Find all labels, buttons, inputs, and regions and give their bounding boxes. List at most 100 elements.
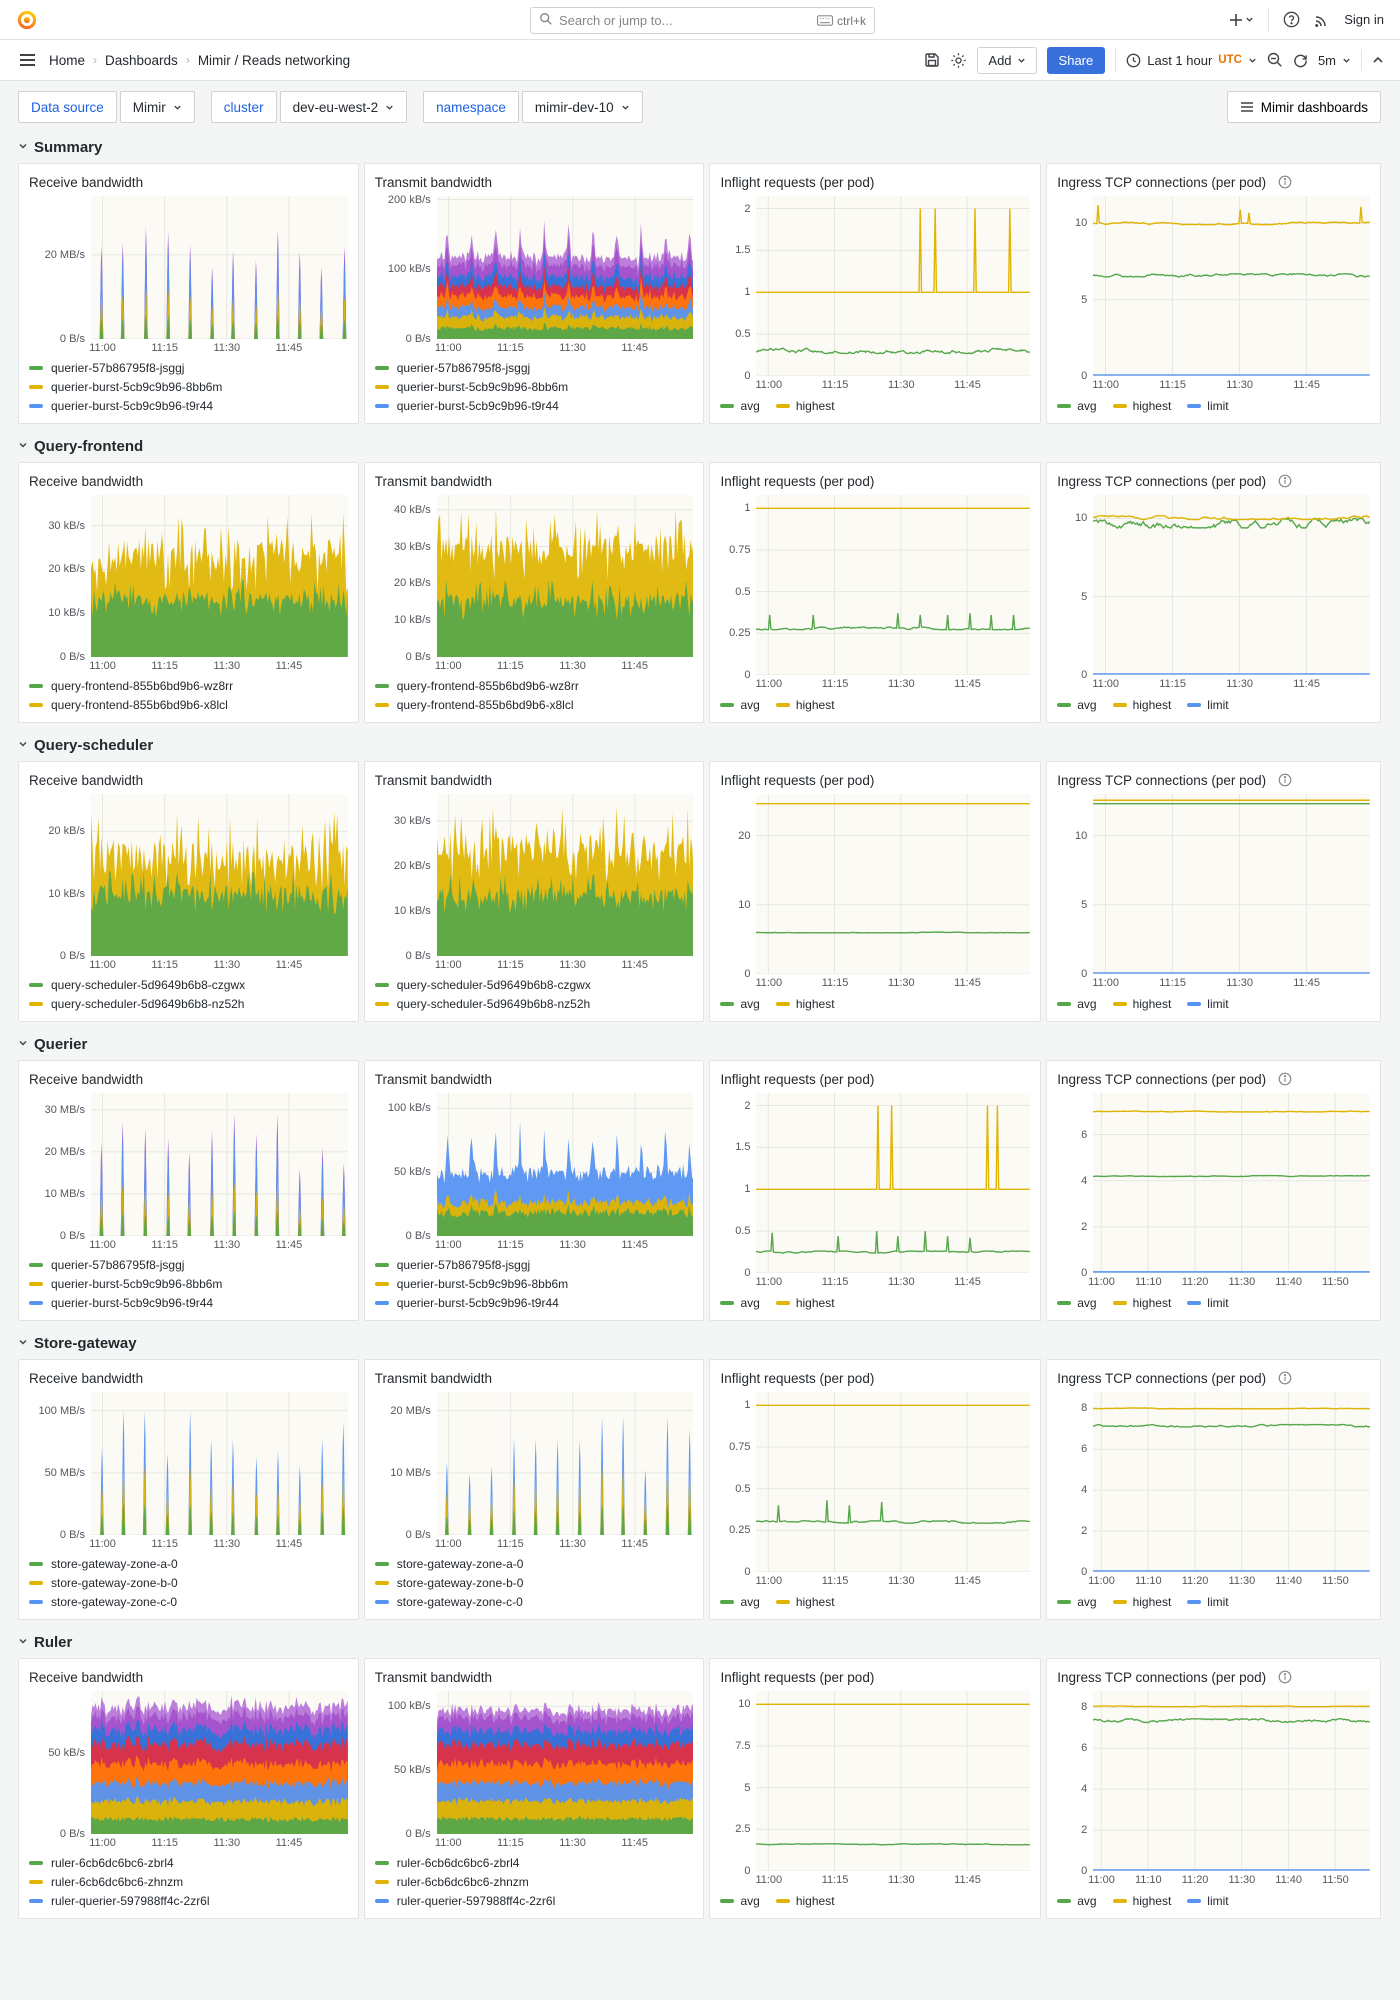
panel-title[interactable]: Transmit bandwidth [374, 174, 493, 190]
chart-plot[interactable] [91, 495, 348, 657]
chart-plot[interactable] [436, 495, 694, 657]
share-button[interactable]: Share [1046, 46, 1106, 74]
legend-item[interactable]: avg [1057, 1595, 1097, 1609]
chart-plot[interactable] [91, 1093, 348, 1236]
legend-item[interactable]: highest [775, 1296, 835, 1310]
panel-title[interactable]: Receive bandwidth [29, 1071, 144, 1087]
legend-item[interactable]: limit [1187, 997, 1229, 1011]
chart-plot[interactable] [756, 1392, 1031, 1572]
panel-title[interactable]: Ingress TCP connections (per pod) [1057, 174, 1267, 190]
legend-item[interactable]: avg [1057, 399, 1097, 413]
section-header-query-scheduler[interactable]: Query-scheduler [18, 729, 1381, 761]
panel-title[interactable]: Ingress TCP connections (per pod) [1057, 1071, 1267, 1087]
legend-item[interactable]: limit [1187, 698, 1229, 712]
legend-item[interactable]: querier-burst-5cb9c9b96-t9r44 [374, 1293, 694, 1312]
chart-plot[interactable] [756, 1691, 1031, 1871]
chart-plot[interactable] [436, 794, 694, 956]
panel-title[interactable]: Transmit bandwidth [374, 1370, 493, 1386]
panel-title[interactable]: Ingress TCP connections (per pod) [1057, 772, 1267, 788]
sign-in-link[interactable]: Sign in [1344, 12, 1384, 27]
chart-plot[interactable] [756, 794, 1031, 974]
legend-item[interactable]: querier-burst-5cb9c9b96-t9r44 [29, 1293, 348, 1312]
legend-item[interactable]: querier-57b86795f8-jsggj [374, 358, 694, 377]
legend-item[interactable]: highest [1112, 1595, 1171, 1609]
legend-item[interactable]: query-scheduler-5d9649b6b8-czgwx [29, 975, 348, 994]
legend-item[interactable]: querier-burst-5cb9c9b96-8bb6m [29, 1274, 348, 1293]
panel-title[interactable]: Transmit bandwidth [374, 1071, 493, 1087]
panel-title[interactable]: Inflight requests (per pod) [720, 1669, 875, 1685]
chart-plot[interactable] [1093, 196, 1370, 376]
chart-plot[interactable] [436, 196, 694, 339]
menu-toggle-icon[interactable] [16, 50, 39, 70]
legend-item[interactable]: avg [720, 1894, 760, 1908]
legend-item[interactable]: store-gateway-zone-c-0 [29, 1592, 348, 1611]
legend-item[interactable]: avg [720, 399, 760, 413]
section-header-ruler[interactable]: Ruler [18, 1626, 1381, 1658]
legend-item[interactable]: querier-57b86795f8-jsggj [374, 1255, 694, 1274]
legend-item[interactable]: store-gateway-zone-b-0 [374, 1573, 694, 1592]
grafana-logo[interactable] [16, 9, 38, 31]
section-header-query-frontend[interactable]: Query-frontend [18, 430, 1381, 462]
legend-item[interactable]: ruler-querier-597988ff4c-2zr6l [374, 1891, 694, 1910]
chart-plot[interactable] [436, 1691, 694, 1834]
legend-item[interactable]: avg [1057, 1296, 1097, 1310]
panel-title[interactable]: Transmit bandwidth [374, 473, 493, 489]
legend-item[interactable]: avg [1057, 997, 1097, 1011]
breadcrumb-home[interactable]: Home [49, 52, 86, 68]
chart-plot[interactable] [436, 1093, 694, 1236]
legend-item[interactable]: query-frontend-855b6bd9b6-wz8rr [374, 676, 694, 695]
legend-item[interactable]: highest [1112, 399, 1171, 413]
panel-title[interactable]: Receive bandwidth [29, 1669, 144, 1685]
legend-item[interactable]: highest [775, 1595, 835, 1609]
panel-title[interactable]: Transmit bandwidth [374, 1669, 493, 1685]
info-icon[interactable] [1278, 175, 1292, 189]
chart-plot[interactable] [1093, 1392, 1370, 1572]
panel-title[interactable]: Receive bandwidth [29, 772, 144, 788]
info-icon[interactable] [1278, 474, 1292, 488]
panel-title[interactable]: Ingress TCP connections (per pod) [1057, 1669, 1267, 1685]
panel-title[interactable]: Receive bandwidth [29, 1370, 144, 1386]
legend-item[interactable]: query-scheduler-5d9649b6b8-nz52h [29, 994, 348, 1013]
info-icon[interactable] [1278, 773, 1292, 787]
chart-plot[interactable] [756, 196, 1031, 376]
legend-item[interactable]: highest [775, 997, 835, 1011]
refresh-interval-picker[interactable]: 5m [1318, 53, 1351, 68]
chart-plot[interactable] [1093, 495, 1370, 675]
legend-item[interactable]: avg [720, 997, 760, 1011]
legend-item[interactable]: avg [720, 698, 760, 712]
legend-item[interactable]: highest [1112, 1296, 1171, 1310]
legend-item[interactable]: store-gateway-zone-a-0 [374, 1554, 694, 1573]
legend-item[interactable]: ruler-6cb6dc6bc6-zbrl4 [374, 1853, 694, 1872]
legend-item[interactable]: querier-burst-5cb9c9b96-8bb6m [29, 377, 348, 396]
legend-item[interactable]: avg [720, 1296, 760, 1310]
panel-title[interactable]: Inflight requests (per pod) [720, 772, 875, 788]
cluster-value[interactable]: dev-eu-west-2 [279, 91, 408, 123]
legend-item[interactable]: avg [1057, 1894, 1097, 1908]
search-input[interactable]: Search or jump to... ctrl+k [530, 7, 875, 34]
dashboard-settings-icon[interactable] [950, 52, 967, 69]
breadcrumb-dashboards[interactable]: Dashboards [105, 52, 178, 68]
chart-plot[interactable] [756, 1093, 1031, 1273]
chart-plot[interactable] [436, 1392, 694, 1535]
namespace-value[interactable]: mimir-dev-10 [521, 91, 643, 123]
legend-item[interactable]: highest [1112, 1894, 1171, 1908]
news-rss-icon[interactable] [1314, 12, 1330, 28]
section-header-summary[interactable]: Summary [18, 131, 1381, 163]
legend-item[interactable]: store-gateway-zone-c-0 [374, 1592, 694, 1611]
time-range-picker[interactable]: Last 1 hour UTC [1126, 53, 1257, 68]
save-dashboard-icon[interactable] [924, 52, 940, 68]
panel-title[interactable]: Ingress TCP connections (per pod) [1057, 1370, 1267, 1386]
legend-item[interactable]: store-gateway-zone-a-0 [29, 1554, 348, 1573]
legend-item[interactable]: query-frontend-855b6bd9b6-x8lcl [29, 695, 348, 714]
legend-item[interactable]: ruler-querier-597988ff4c-2zr6l [29, 1891, 348, 1910]
legend-item[interactable]: query-scheduler-5d9649b6b8-nz52h [374, 994, 694, 1013]
legend-item[interactable]: highest [1112, 997, 1171, 1011]
add-button[interactable]: Add [977, 46, 1037, 74]
zoom-out-icon[interactable] [1267, 52, 1283, 68]
legend-item[interactable]: limit [1187, 399, 1229, 413]
legend-item[interactable]: query-scheduler-5d9649b6b8-czgwx [374, 975, 694, 994]
refresh-icon[interactable] [1293, 53, 1308, 68]
legend-item[interactable]: limit [1187, 1595, 1229, 1609]
legend-item[interactable]: query-frontend-855b6bd9b6-x8lcl [374, 695, 694, 714]
info-icon[interactable] [1278, 1670, 1292, 1684]
